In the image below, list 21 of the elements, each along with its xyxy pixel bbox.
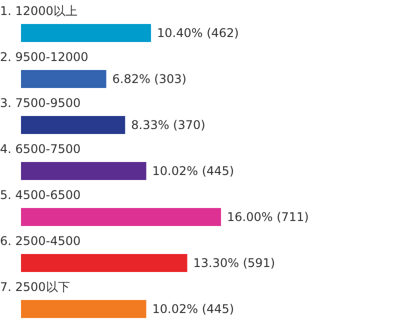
y-tick-label: 4. 6500-7500 <box>0 142 81 156</box>
bar <box>21 208 221 226</box>
bar <box>21 300 146 318</box>
y-tick-label: 6. 2500-4500 <box>0 234 81 248</box>
y-tick-label: 3. 7500-9500 <box>0 96 81 110</box>
bar <box>21 254 188 272</box>
bar <box>21 116 126 134</box>
data-label: 6.82% (303) <box>112 72 186 86</box>
data-label: 10.02% (445) <box>152 164 234 178</box>
data-label: 10.40% (462) <box>157 26 239 40</box>
bar <box>21 24 151 42</box>
y-tick-label: 5. 4500-6500 <box>0 188 81 202</box>
y-tick-label: 2. 9500-12000 <box>0 50 88 64</box>
y-tick-label: 7. 2500以下 <box>0 280 70 294</box>
y-tick-label: 1. 12000以上 <box>0 4 78 18</box>
data-label: 10.02% (445) <box>152 302 234 316</box>
data-label: 13.30% (591) <box>193 256 276 270</box>
data-label: 16.00% (711) <box>227 210 309 224</box>
data-label: 8.33% (370) <box>131 118 206 132</box>
bar <box>21 70 106 88</box>
bar <box>21 162 146 180</box>
